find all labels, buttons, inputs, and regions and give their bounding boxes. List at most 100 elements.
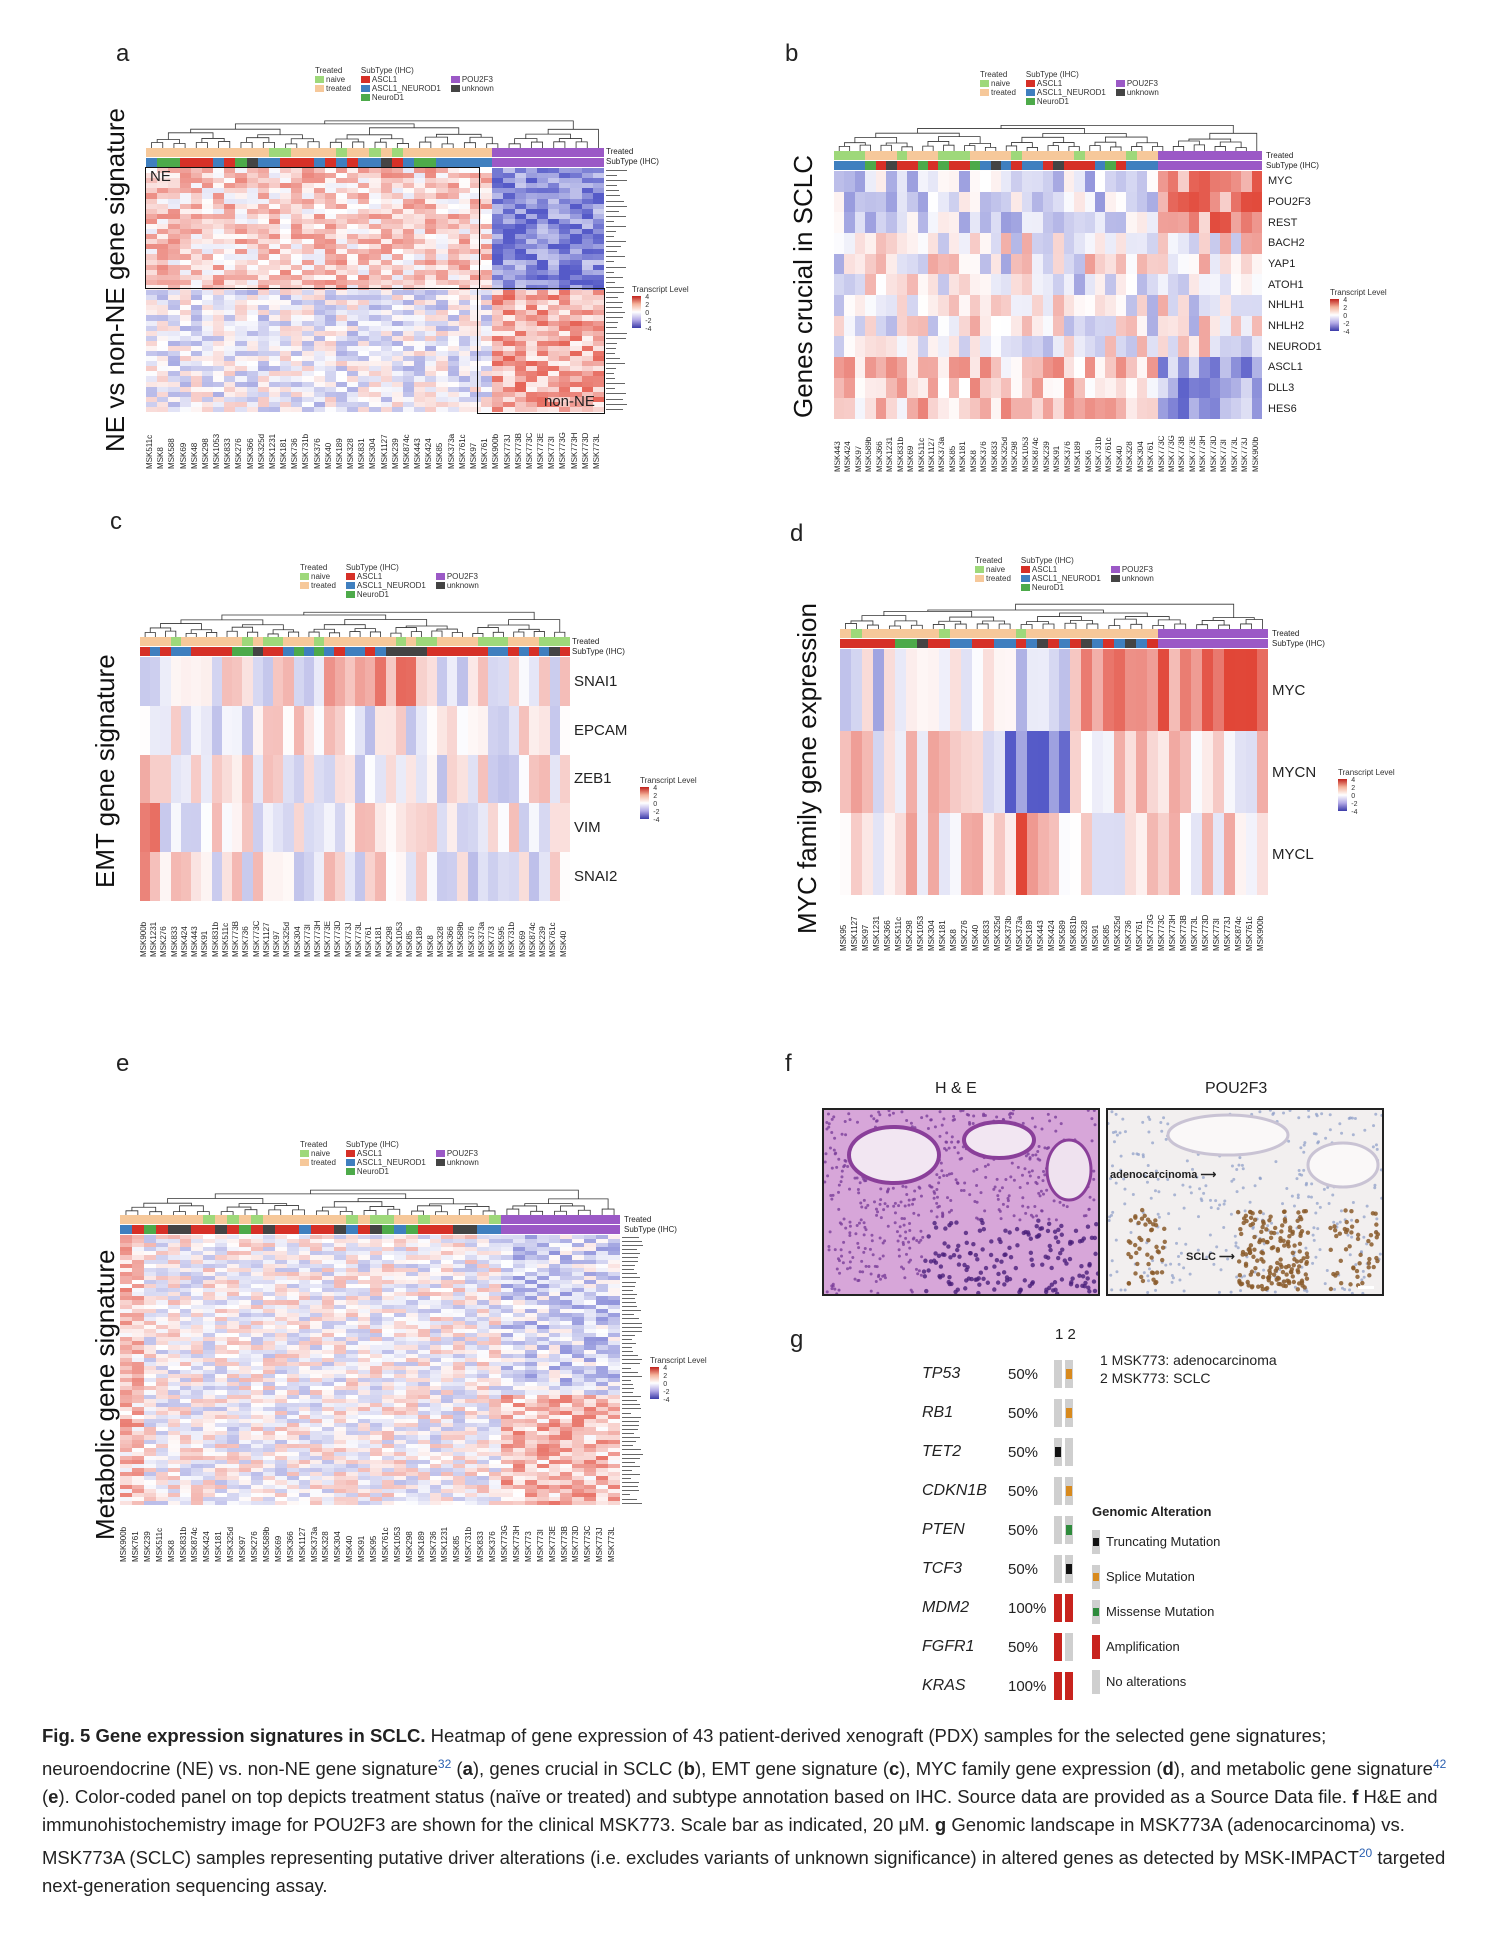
heatmap-cell: [224, 290, 236, 296]
heatmap-cell: [592, 218, 604, 224]
heatmap-cell: [447, 396, 459, 402]
heatmap-cell: [927, 315, 939, 337]
heatmap-cell: [959, 253, 970, 275]
heatmap-cell: [344, 657, 355, 706]
heatmap-cell: [157, 218, 169, 224]
heatmap-cell: [191, 1243, 204, 1248]
heatmap-cell: [190, 208, 202, 214]
annotation-cell: [1074, 151, 1085, 160]
heatmap-cell: [203, 1353, 216, 1358]
heatmap-cell: [886, 336, 897, 357]
panel-d-treated-bar: [840, 629, 1268, 638]
heatmap-cell: [213, 295, 225, 301]
heatmap-cell: [581, 173, 593, 179]
heatmap-cell: [514, 254, 526, 260]
heatmap-cell: [391, 234, 403, 240]
heatmap-cell: [213, 320, 225, 326]
annotation-cell: [257, 148, 269, 157]
heatmap-cell: [500, 1365, 513, 1370]
heatmap-cell: [417, 1337, 430, 1342]
heatmap-cell: [358, 1239, 370, 1244]
annotation-cell: [191, 1215, 204, 1224]
heatmap-cell: [1157, 294, 1169, 316]
sample-label: MSK731b: [508, 921, 517, 957]
heatmap-cell: [358, 1320, 370, 1325]
heatmap-cell: [280, 168, 292, 174]
heatmap-cell: [213, 351, 225, 357]
heatmap-cell: [489, 1300, 501, 1305]
heatmap-cell: [1220, 171, 1231, 192]
heatmap-cell: [500, 1243, 513, 1248]
heatmap-cell: [274, 1341, 287, 1346]
annotation-cell: [980, 151, 991, 160]
heatmap-cell: [1011, 212, 1022, 233]
sample-label: MSK773D: [581, 432, 590, 469]
gene-tick: [606, 285, 627, 290]
heatmap-cell: [436, 203, 448, 209]
heatmap-cell: [405, 1284, 418, 1289]
heatmap-cell: [370, 1345, 382, 1350]
heatmap-cell: [291, 361, 303, 367]
heatmap-cell: [1178, 232, 1189, 254]
heatmap-cell: [302, 244, 314, 250]
panel-c-ylabel: EMT gene signature: [90, 654, 120, 888]
heatmap-cell: [570, 340, 582, 346]
heatmap-cell: [358, 254, 370, 260]
heatmap-cell: [436, 269, 448, 275]
heatmap-cell: [203, 1288, 216, 1293]
heatmap-cell: [608, 1251, 620, 1256]
annotation-cell: [370, 1215, 382, 1224]
heatmap-cell: [414, 361, 426, 367]
heatmap-cell: [512, 1247, 525, 1252]
heatmap-cell: [492, 381, 504, 387]
heatmap-cell: [262, 1329, 275, 1334]
gene-tick: [606, 351, 627, 356]
heatmap-cell: [927, 377, 939, 399]
heatmap-cell: [257, 234, 269, 240]
heatmap-cell: [358, 249, 370, 255]
heatmap-cell: [280, 406, 292, 412]
heatmap-cell: [369, 218, 381, 224]
heatmap-cell: [322, 1284, 335, 1289]
heatmap-cell: [191, 1316, 204, 1321]
heatmap-cell: [242, 803, 253, 853]
heatmap-cell: [157, 188, 169, 194]
heatmap-cell: [286, 1247, 299, 1252]
heatmap-cell: [414, 279, 426, 285]
heatmap-cell: [536, 295, 549, 301]
heatmap-cell: [1081, 649, 1093, 731]
heatmap-cell: [346, 1292, 359, 1297]
heatmap-cell: [146, 366, 158, 372]
heatmap-cell: [405, 1316, 418, 1321]
heatmap-cell: [257, 173, 269, 179]
sample-label: MSK424: [1048, 920, 1057, 951]
heatmap-cell: [581, 366, 593, 372]
annotation-cell: [273, 647, 284, 656]
heatmap-cell: [286, 1341, 299, 1346]
heatmap-cell: [143, 1288, 156, 1293]
heatmap-cell: [286, 1271, 299, 1276]
heatmap-cell: [179, 401, 191, 407]
heatmap-cell: [250, 1255, 263, 1260]
heatmap-cell: [402, 361, 415, 367]
heatmap-cell: [426, 754, 437, 804]
heatmap-cell: [896, 315, 908, 337]
heatmap-cell: [477, 1361, 490, 1366]
heatmap-cell: [425, 401, 437, 407]
annotation-cell: [608, 1215, 621, 1224]
heatmap-cell: [167, 1267, 180, 1272]
heatmap-cell: [458, 351, 470, 357]
heatmap-cell: [190, 269, 202, 275]
heatmap-cell: [447, 269, 459, 275]
heatmap-cell: [959, 274, 970, 295]
heatmap-cell: [907, 356, 918, 378]
heatmap-cell: [242, 705, 253, 755]
heatmap-cell: [425, 274, 437, 280]
heatmap-cell: [335, 213, 348, 219]
annotation-cell: [150, 637, 161, 646]
heatmap-cell: [335, 259, 348, 265]
heatmap-cell: [481, 315, 493, 321]
heatmap-cell: [239, 1353, 251, 1358]
heatmap-cell: [310, 1329, 323, 1334]
sample-label: MSK97: [861, 924, 870, 951]
